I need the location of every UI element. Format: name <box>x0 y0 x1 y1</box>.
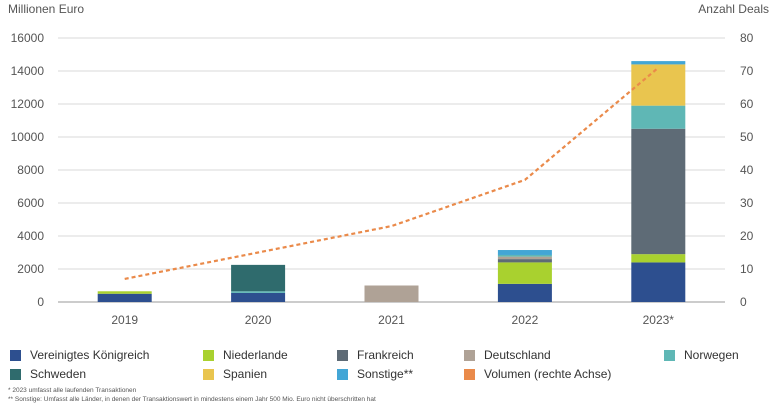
legend-label: Schweden <box>30 367 87 381</box>
legend-swatch <box>203 368 214 380</box>
volume-line <box>124 66 660 280</box>
legend-label: Niederlande <box>223 348 288 362</box>
bar-segment <box>231 292 286 302</box>
left-axis-title: Millionen Euro <box>8 2 84 16</box>
bar-segment <box>231 264 286 292</box>
right-axis-title: Anzahl Deals <box>698 2 769 16</box>
bar-segment <box>497 262 552 284</box>
legend-item-schweden: Schweden <box>10 367 86 381</box>
right-tick-label: 20 <box>740 229 754 243</box>
category-label: 2021 <box>378 313 405 327</box>
right-tick-label: 80 <box>740 31 754 45</box>
legend-label: Norwegen <box>684 348 739 362</box>
bar-segment <box>497 250 552 255</box>
legend-swatch <box>337 368 348 380</box>
right-tick-label: 30 <box>740 196 754 210</box>
bar-segment <box>231 291 286 293</box>
legend-label: Frankreich <box>357 348 414 362</box>
legend-item-niederlande: Niederlande <box>203 348 288 362</box>
legend-item-spanien: Spanien <box>203 367 267 381</box>
right-tick-label: 40 <box>740 163 754 177</box>
bar-segment <box>631 262 686 302</box>
legend-swatch <box>464 368 475 380</box>
category-label: 2023* <box>643 313 675 327</box>
left-tick-label: 4000 <box>17 229 44 243</box>
left-tick-label: 16000 <box>11 31 45 45</box>
legend-item-norwegen: Norwegen <box>664 348 739 362</box>
bar-segment <box>631 128 686 255</box>
legend-swatch <box>664 349 675 361</box>
footnote-sonstige: ** Sonstige: Umfasst alle Länder, in den… <box>8 396 376 403</box>
left-tick-label: 10000 <box>11 130 45 144</box>
bar-segment <box>97 291 152 294</box>
category-label: 2022 <box>512 313 539 327</box>
left-tick-label: 8000 <box>17 163 44 177</box>
legend-item-deutschland: Deutschland <box>464 348 551 362</box>
bar-segment <box>97 293 152 302</box>
category-label: 2019 <box>111 313 138 327</box>
bar-segment <box>497 254 552 257</box>
left-tick-label: 6000 <box>17 196 44 210</box>
volume-line-path <box>124 66 660 280</box>
bar-segment <box>631 254 686 263</box>
bar-segment <box>631 64 686 106</box>
right-tick-label: 60 <box>740 97 754 111</box>
right-axis-ticks: 0 10 20 30 40 50 60 70 80 <box>740 31 754 309</box>
left-tick-label: 0 <box>37 295 44 309</box>
legend: Vereinigtes Königreich Niederlande Frank… <box>0 348 777 384</box>
right-tick-label: 70 <box>740 64 754 78</box>
legend-swatch <box>337 349 348 361</box>
legend-item-volumen: Volumen (rechte Achse) <box>464 367 611 381</box>
left-tick-label: 2000 <box>17 262 44 276</box>
bar-segment <box>497 256 552 260</box>
legend-item-frankreich: Frankreich <box>337 348 414 362</box>
right-tick-label: 0 <box>740 295 747 309</box>
footnote-2023: * 2023 umfasst alle laufenden Transaktio… <box>8 387 137 394</box>
bar-segment <box>631 61 686 65</box>
footnotes: * 2023 umfasst alle laufenden Transaktio… <box>8 386 376 404</box>
legend-label: Volumen (rechte Achse) <box>484 367 612 381</box>
legend-swatch <box>203 349 214 361</box>
category-label: 2020 <box>245 313 272 327</box>
bar-segment <box>497 259 552 263</box>
legend-label: Spanien <box>223 367 268 381</box>
bar-stacks <box>97 61 686 302</box>
left-tick-label: 12000 <box>11 97 45 111</box>
legend-label: Sonstige** <box>357 367 414 381</box>
legend-label: Vereinigtes Königreich <box>30 348 150 362</box>
bar-segment <box>364 285 419 302</box>
legend-item-vereinigtes-koenigreich: Vereinigtes Königreich <box>10 348 149 362</box>
right-tick-label: 10 <box>740 262 754 276</box>
right-tick-label: 50 <box>740 130 754 144</box>
legend-swatch <box>10 368 21 380</box>
legend-swatch <box>464 349 475 361</box>
left-tick-label: 14000 <box>11 64 45 78</box>
legend-swatch <box>10 349 21 361</box>
left-axis-ticks: 0 2000 4000 6000 8000 10000 12000 14000 16000 <box>11 31 45 309</box>
bar-segment <box>497 283 552 302</box>
x-axis-labels: 2019 2020 2021 2022 2023* <box>111 313 674 327</box>
gridlines <box>58 37 725 303</box>
legend-label: Deutschland <box>484 348 551 362</box>
legend-item-sonstige: Sonstige** <box>337 367 413 381</box>
bar-segment <box>631 105 686 129</box>
